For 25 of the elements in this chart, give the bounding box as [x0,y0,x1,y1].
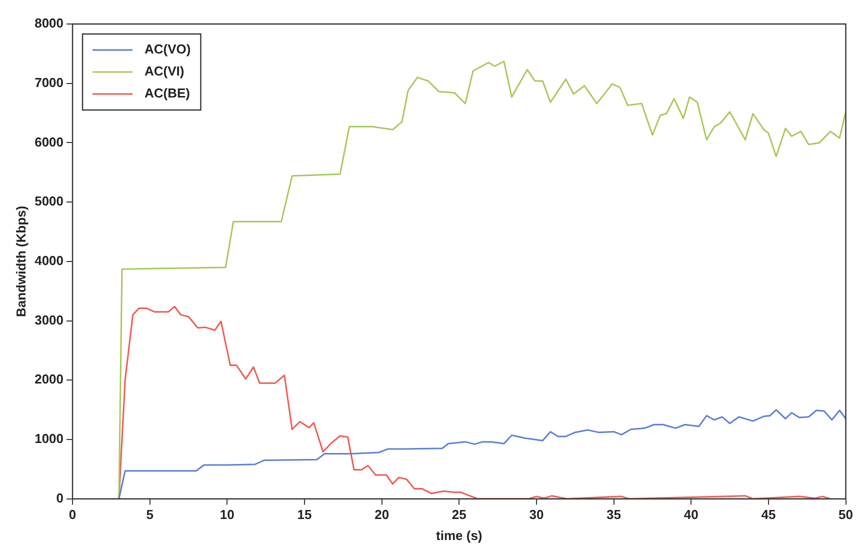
y-axis-title: Bandwidth (Kbps) [13,206,28,318]
legend-label: AC(BE) [144,86,190,101]
x-tick-label: 50 [838,507,854,522]
x-tick-label: 10 [220,507,234,522]
legend-label: AC(VI) [144,64,184,79]
y-tick-label: 0 [56,490,64,506]
y-tick-label: 5000 [34,194,64,209]
x-tick-label: 30 [529,507,544,522]
y-tick-label: 3000 [34,312,64,328]
y-tick-label: 6000 [34,134,64,150]
x-tick-label: 5 [146,507,154,522]
y-tick-label: 1000 [34,431,64,446]
x-tick-label: 0 [68,507,76,522]
x-tick-label: 45 [761,507,776,522]
y-tick-label: 8000 [34,16,64,31]
x-tick-label: 15 [297,507,312,522]
y-tick-label: 7000 [34,74,64,90]
legend-label: AC(VO) [144,42,191,57]
x-axis-title: time (s) [436,528,482,543]
x-tick-label: 25 [452,507,466,522]
x-tick-label: 40 [684,507,698,522]
x-tick-label: 20 [374,507,390,522]
y-tick-label: 4000 [34,252,64,268]
x-tick-label: 35 [606,507,622,522]
y-tick-label: 2000 [34,372,64,387]
